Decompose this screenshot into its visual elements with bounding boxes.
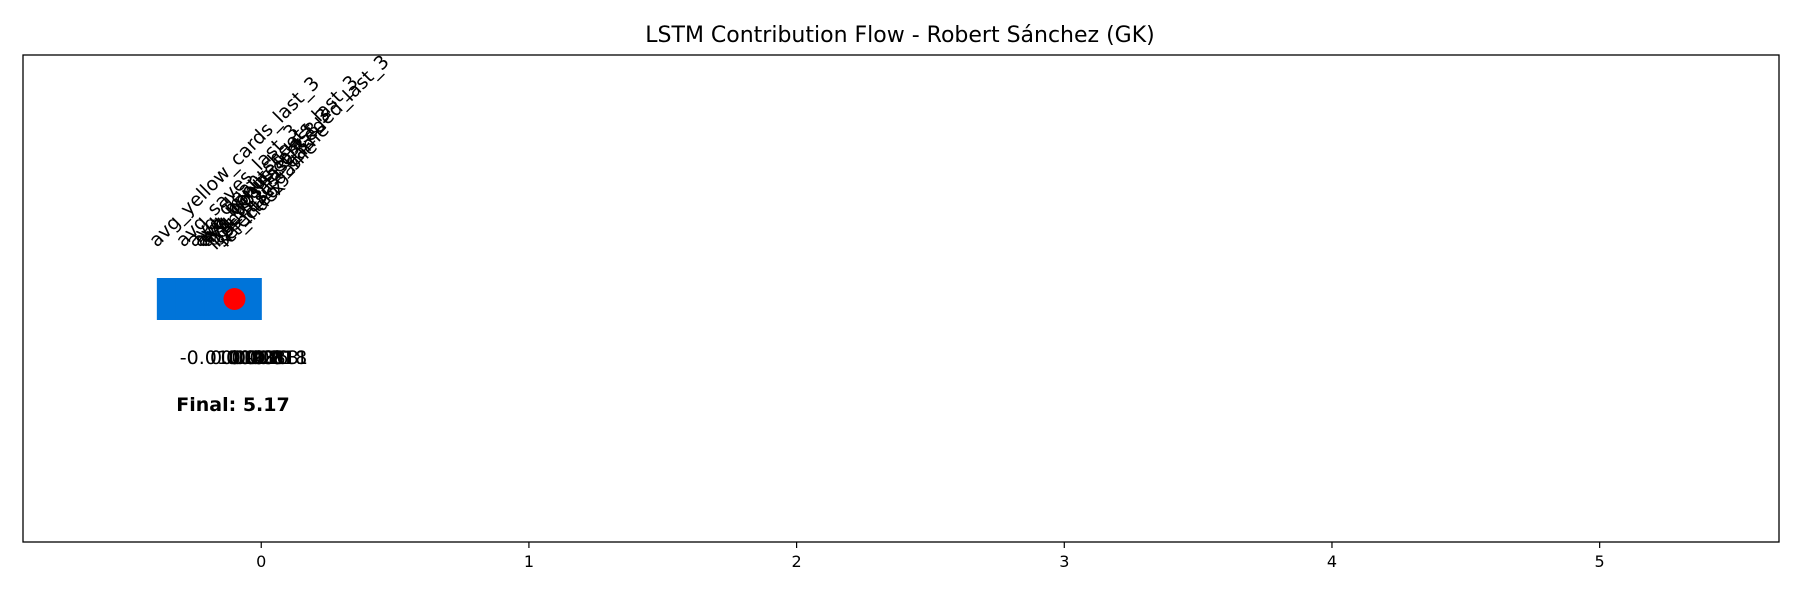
- final-prediction-label: Final: 5.17: [176, 394, 289, 416]
- feature-value-label: 0.018: [253, 347, 307, 369]
- contribution-bars: [156, 278, 262, 320]
- contribution-bar: [175, 278, 186, 320]
- x-axis: 0 1 2 3 4 5: [256, 542, 1605, 571]
- feature-value-label: 0.014: [210, 347, 264, 369]
- plot-area-frame: [22, 54, 1780, 543]
- contribution-bar: [194, 278, 205, 320]
- contribution-bar: [251, 278, 262, 320]
- final-marker-layer: [223, 288, 246, 310]
- contribution-bar: [204, 278, 215, 320]
- x-tick-label: 2: [792, 552, 802, 571]
- x-tick-label: 3: [1059, 552, 1069, 571]
- x-tick-label: 0: [256, 552, 266, 571]
- feature-value-label: 0.021: [239, 347, 293, 369]
- feature-value-label: -0.011: [247, 347, 308, 369]
- chart-title: LSTM Contribution Flow - Robert Sánchez …: [645, 23, 1154, 48]
- feature-value-label: 0.028: [231, 347, 285, 369]
- contribution-bar: [156, 278, 167, 320]
- feature-value-label: 0.012: [226, 347, 280, 369]
- x-tick-label: 4: [1327, 552, 1337, 571]
- final-prediction-marker: [223, 288, 246, 310]
- value-labels: -0.0100.0140.0230.0120.0180.0280.0160.02…: [180, 347, 308, 369]
- contribution-bar: [242, 278, 253, 320]
- contribution-bar: [213, 278, 224, 320]
- feature-value-label: 0.023: [221, 347, 275, 369]
- x-tick-label: 5: [1595, 552, 1605, 571]
- contribution-bar: [185, 278, 196, 320]
- feature-value-label: 0.013: [245, 347, 299, 369]
- x-tick-label: 1: [524, 552, 534, 571]
- contribution-bar: [166, 278, 177, 320]
- feature-value-label: 0.018: [229, 347, 283, 369]
- feature-labels: avg_yellow_cards_last_3avg_saves_last_3a…: [145, 51, 394, 252]
- feature-value-label: -0.010: [180, 347, 241, 369]
- feature-value-label: 0.016: [234, 347, 288, 369]
